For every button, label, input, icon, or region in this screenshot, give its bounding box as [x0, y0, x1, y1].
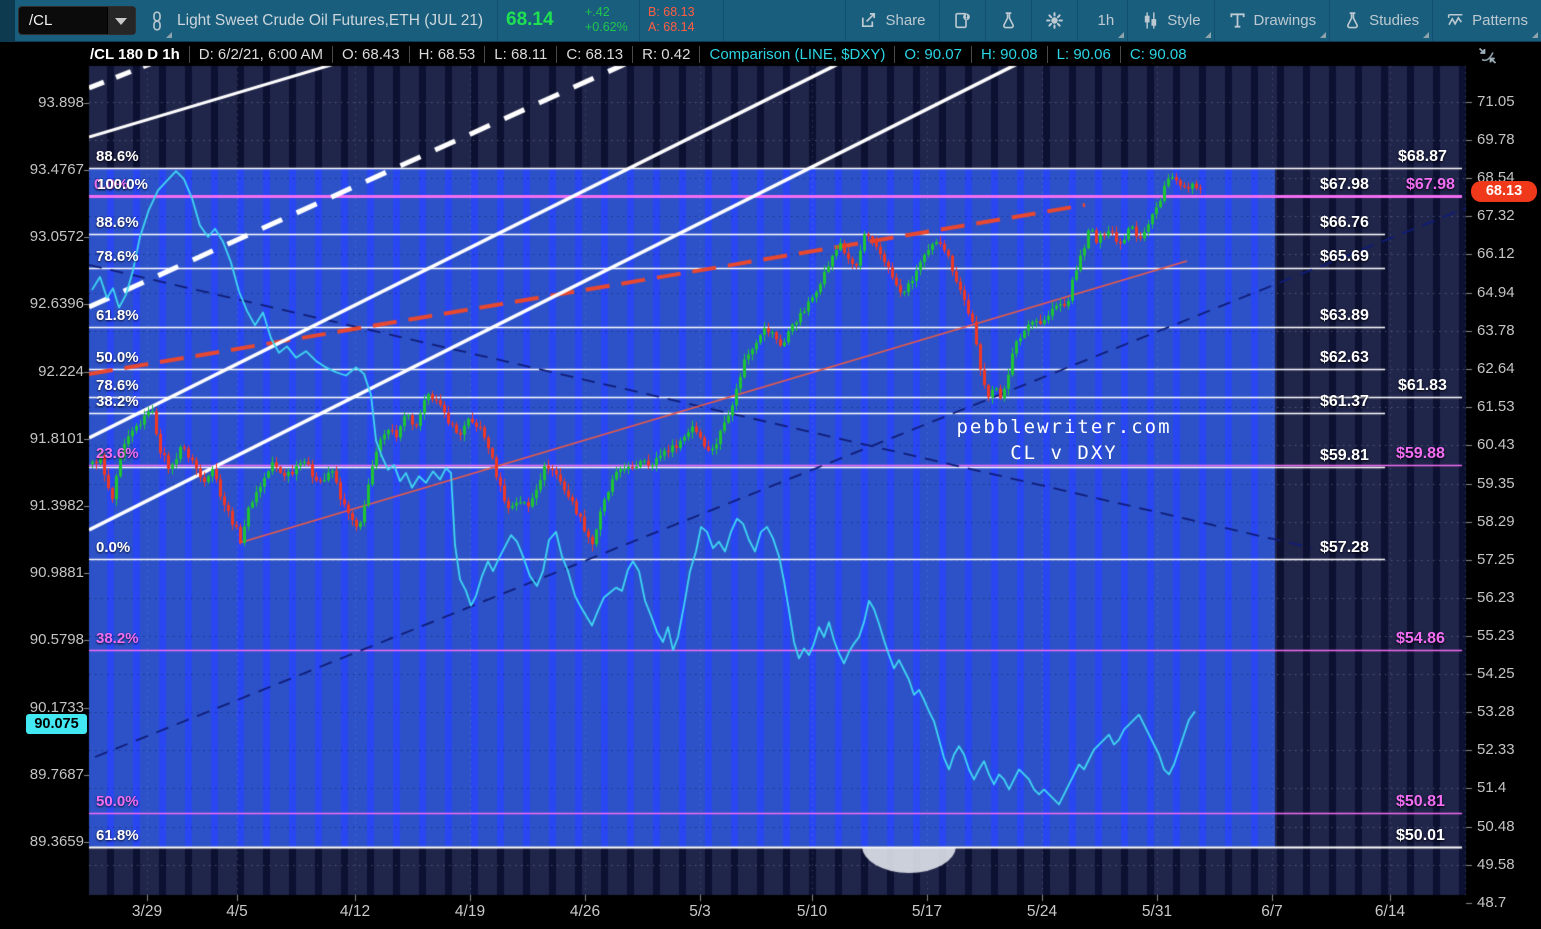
- left-axis-tick: 91.3982: [29, 496, 84, 514]
- right-axis-tick: 53.28: [1477, 703, 1515, 721]
- ohlc-field: D: 6/2/21, 6:00 AM: [188, 45, 332, 63]
- time-axis-label: 4/19: [454, 903, 486, 920]
- fib-price-label: $54.86: [1396, 630, 1445, 648]
- right-axis-tick: 58.29: [1477, 512, 1515, 530]
- ohlc-field: R: 0.42: [632, 45, 699, 63]
- right-axis-tick: 71.05: [1477, 92, 1515, 110]
- right-axis-tick: 63.78: [1477, 321, 1515, 339]
- left-axis-tick: 90.1733: [29, 698, 84, 716]
- watermark-line1: pebblewriter.com: [956, 416, 1172, 438]
- fib-price-label: $68.87: [1398, 148, 1447, 166]
- left-axis-tick: 91.8101: [29, 429, 84, 447]
- fib-percent-label: 23.6%: [96, 444, 139, 462]
- time-axis-label: 5/17: [911, 903, 943, 920]
- left-axis-tick: 92.224: [38, 362, 84, 380]
- right-axis-tick: 49.58: [1477, 855, 1515, 873]
- fib-percent-label: 61.8%: [96, 307, 139, 325]
- fib-price-label: $63.89: [1320, 307, 1369, 325]
- fib-percent-label: 0.0%: [94, 175, 129, 193]
- time-axis-label: 6/14: [1374, 903, 1406, 920]
- collapse-arrows-icon[interactable]: [1476, 44, 1500, 68]
- right-axis-tick: 51.4: [1477, 779, 1507, 797]
- fib-price-label: $62.63: [1320, 349, 1369, 367]
- fib-percent-label: 61.8%: [96, 826, 139, 844]
- fib-price-label: $50.81: [1396, 792, 1445, 810]
- time-axis-label: 5/24: [1026, 903, 1058, 920]
- time-axis-label: 6/7: [1261, 903, 1283, 920]
- right-axis-tick: 67.32: [1477, 207, 1515, 225]
- right-axis-tick: 55.23: [1477, 627, 1515, 645]
- comparison-label: Comparison (LINE, $DXY): [699, 45, 894, 63]
- chart-title: /CL 180 D 1h: [90, 45, 180, 63]
- fib-price-label: $61.83: [1398, 376, 1447, 394]
- comparison-ohlc-field: O: 90.07: [894, 45, 971, 63]
- comparison-ohlc-field: L: 90.06: [1046, 45, 1120, 63]
- time-axis-label: 3/29: [131, 903, 163, 920]
- right-axis-tick: 66.12: [1477, 245, 1515, 263]
- fib-price-label: $61.37: [1320, 392, 1369, 410]
- fib-percent-label: 100.0%: [97, 175, 148, 193]
- right-axis-tick: 64.94: [1477, 283, 1515, 301]
- ohlc-field: C: 68.13: [556, 45, 632, 63]
- right-axis-tick: 52.33: [1477, 741, 1515, 759]
- left-axis-tick: 92.6396: [29, 295, 84, 313]
- watermark-line2: CL v DXY: [1010, 442, 1118, 464]
- comparison-ohlc-field: C: 90.08: [1119, 45, 1196, 63]
- left-axis-tick: 90.5798: [29, 631, 84, 649]
- right-axis-tick: 48.7: [1477, 893, 1507, 911]
- dxy-last-price-bubble: 90.075: [26, 713, 87, 734]
- right-axis-tick: 50.48: [1477, 817, 1515, 835]
- fib-percent-label: 38.2%: [96, 392, 139, 410]
- fib-percent-label: 38.2%: [96, 630, 139, 648]
- right-axis-tick: 56.23: [1477, 589, 1515, 607]
- fib-price-label: $59.81: [1320, 447, 1369, 465]
- fib-percent-label: 88.6%: [96, 148, 139, 166]
- ohlc-field: H: 68.53: [408, 45, 485, 63]
- right-axis-tick: 62.64: [1477, 360, 1515, 378]
- right-axis-tick: 60.43: [1477, 436, 1515, 454]
- right-axis-tick: 69.78: [1477, 131, 1515, 149]
- fib-percent-label: 78.6%: [96, 376, 139, 394]
- fib-percent-label: 50.0%: [96, 349, 139, 367]
- comparison-ohlc-field: H: 90.08: [970, 45, 1047, 63]
- right-axis-tick: 61.53: [1477, 398, 1515, 416]
- fib-price-label: $57.28: [1320, 538, 1369, 556]
- time-axis-label: 4/5: [226, 903, 248, 920]
- right-axis-tick: 57.25: [1477, 550, 1515, 568]
- fib-percent-label: 78.6%: [96, 248, 139, 266]
- fib-price-label: $59.88: [1396, 444, 1445, 462]
- watermark: pebblewriter.com CL v DXY: [948, 414, 1180, 466]
- right-axis-tick: 59.35: [1477, 474, 1515, 492]
- left-axis-tick: 90.9881: [29, 564, 84, 582]
- left-axis-tick: 89.7687: [29, 765, 84, 783]
- time-axis-label: 4/12: [339, 903, 371, 920]
- ohlc-field: O: 68.43: [332, 45, 409, 63]
- cl-last-price-bubble: 68.13: [1471, 180, 1537, 202]
- ohlc-field: L: 68.11: [484, 45, 556, 63]
- fib-price-label: $67.98: [1320, 175, 1369, 193]
- left-axis-tick: 93.4767: [29, 161, 84, 179]
- left-axis-tick: 89.3659: [29, 832, 84, 850]
- time-axis-label: 5/3: [689, 903, 711, 920]
- time-axis-label: 5/10: [796, 903, 828, 920]
- fib-percent-label: 88.6%: [96, 214, 139, 232]
- fib-price-label: $50.01: [1396, 826, 1445, 844]
- right-axis-tick: 54.25: [1477, 665, 1515, 683]
- left-axis-tick: 93.0572: [29, 228, 84, 246]
- fib-price-label: $65.69: [1320, 248, 1369, 266]
- fib-percent-label: 50.0%: [96, 792, 139, 810]
- left-axis-tick: 93.898: [38, 93, 84, 111]
- fib-percent-label: 0.0%: [96, 538, 131, 556]
- time-axis-label: 5/31: [1141, 903, 1173, 920]
- fib-price-label: $66.76: [1320, 214, 1369, 232]
- chart-ohlc-header: /CL 180 D 1h D: 6/2/21, 6:00 AM O: 68.43 H:…: [89, 43, 1196, 65]
- fib-price-label: $67.98: [1406, 175, 1455, 193]
- time-axis-label: 4/26: [569, 903, 601, 920]
